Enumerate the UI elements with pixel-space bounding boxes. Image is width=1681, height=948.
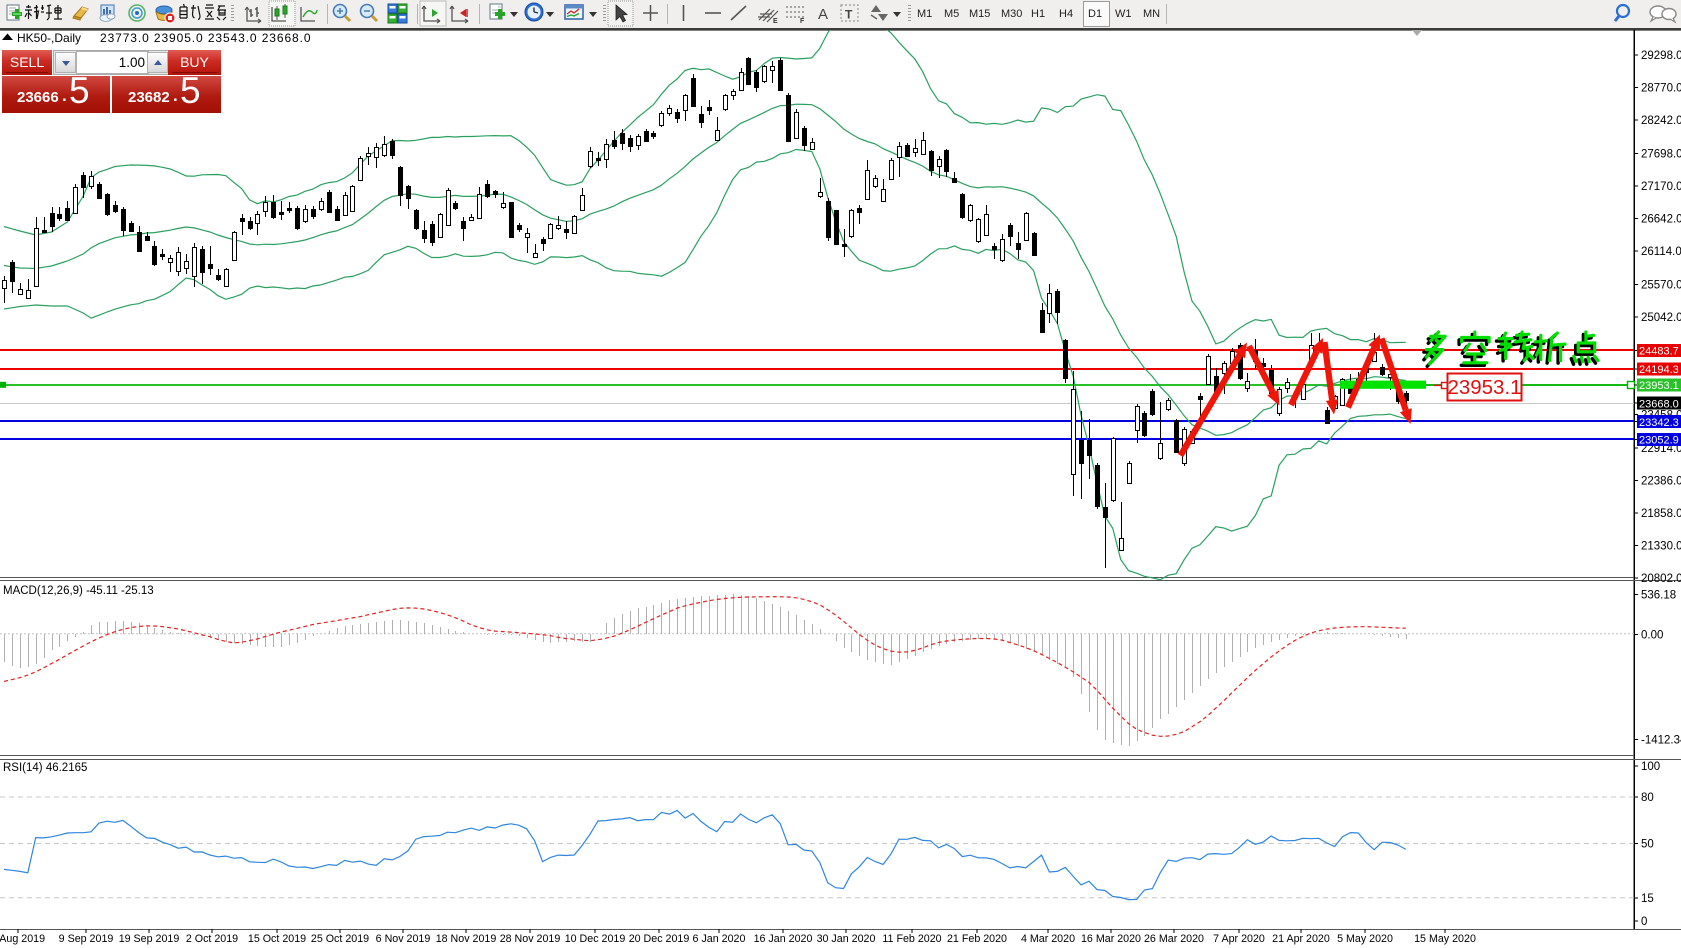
svg-text:7 Apr 2020: 7 Apr 2020 [1213, 933, 1265, 945]
svg-text:4 Mar 2020: 4 Mar 2020 [1021, 933, 1075, 945]
svg-text:6 Jan 2020: 6 Jan 2020 [693, 933, 746, 945]
svg-text:E: E [773, 18, 778, 25]
svg-text:MACD(12,26,9) -45.11 -25.13: MACD(12,26,9) -45.11 -25.13 [3, 585, 154, 597]
svg-text:T: T [845, 8, 853, 22]
svg-text:15 Oct 2019: 15 Oct 2019 [248, 933, 306, 945]
svg-text:28 Nov 2019: 28 Nov 2019 [500, 933, 561, 945]
svg-text:-1412.34: -1412.34 [1641, 735, 1681, 747]
svg-text:25 Oct 2019: 25 Oct 2019 [311, 933, 369, 945]
svg-text:18 Nov 2019: 18 Nov 2019 [436, 933, 497, 945]
svg-text:29298.0: 29298.0 [1641, 50, 1681, 62]
svg-text:16 Jan 2020: 16 Jan 2020 [754, 933, 813, 945]
svg-text:23773.0 23905.0 23543.0 23668.: 23773.0 23905.0 23543.0 23668.0 [100, 31, 311, 45]
svg-text:80: 80 [1641, 792, 1654, 804]
svg-text:5 May 2020: 5 May 2020 [1337, 933, 1393, 945]
svg-text:A: A [818, 6, 828, 23]
svg-text:8 Aug 2019: 8 Aug 2019 [0, 933, 45, 945]
svg-text:9 Sep 2019: 9 Sep 2019 [59, 933, 114, 945]
svg-text:20802.0: 20802.0 [1641, 573, 1681, 585]
svg-text:20 Dec 2019: 20 Dec 2019 [629, 933, 690, 945]
svg-text:21858.0: 21858.0 [1641, 508, 1681, 520]
svg-text:F: F [800, 18, 805, 25]
svg-text:26 Mar 2020: 26 Mar 2020 [1144, 933, 1204, 945]
svg-text:22386.0: 22386.0 [1641, 476, 1681, 488]
svg-text:25570.0: 25570.0 [1641, 280, 1681, 292]
svg-text:0: 0 [1641, 916, 1647, 928]
svg-text:6 Nov 2019: 6 Nov 2019 [376, 933, 431, 945]
svg-text:HK50-,Daily: HK50-,Daily [17, 31, 81, 45]
svg-text:27170.0: 27170.0 [1641, 181, 1681, 193]
svg-text:22914.0: 22914.0 [1641, 443, 1681, 455]
svg-text:RSI(14) 46.2165: RSI(14) 46.2165 [3, 762, 87, 774]
svg-text:28770.0: 28770.0 [1641, 83, 1681, 95]
svg-text:11 Feb 2020: 11 Feb 2020 [882, 933, 941, 945]
svg-text:26114.0: 26114.0 [1641, 246, 1681, 258]
svg-text:2 Oct 2019: 2 Oct 2019 [186, 933, 238, 945]
svg-text:15: 15 [1641, 893, 1654, 905]
svg-text:21330.0: 21330.0 [1641, 541, 1681, 553]
svg-text:23052.9: 23052.9 [1639, 435, 1679, 447]
svg-text:27698.0: 27698.0 [1641, 149, 1681, 161]
svg-text:50: 50 [1641, 839, 1654, 851]
svg-text:19 Sep 2019: 19 Sep 2019 [119, 933, 180, 945]
svg-text:23953.1: 23953.1 [1639, 380, 1679, 392]
svg-text:21 Feb 2020: 21 Feb 2020 [947, 933, 1007, 945]
svg-text:28242.0: 28242.0 [1641, 115, 1681, 127]
svg-text:23342.3: 23342.3 [1639, 417, 1679, 429]
svg-text:26642.0: 26642.0 [1641, 214, 1681, 226]
svg-text:536.18: 536.18 [1641, 589, 1676, 601]
svg-text:23953.1: 23953.1 [1447, 376, 1521, 399]
svg-text:100: 100 [1641, 761, 1660, 773]
svg-text:10 Dec 2019: 10 Dec 2019 [565, 933, 626, 945]
svg-text:25042.0: 25042.0 [1641, 312, 1681, 324]
svg-text:21 Apr 2020: 21 Apr 2020 [1272, 933, 1330, 945]
svg-text:16 Mar 2020: 16 Mar 2020 [1081, 933, 1141, 945]
svg-text:30 Jan 2020: 30 Jan 2020 [817, 933, 876, 945]
svg-text:24194.3: 24194.3 [1639, 364, 1679, 376]
svg-text:24483.7: 24483.7 [1639, 346, 1679, 358]
svg-text:15 May 2020: 15 May 2020 [1414, 933, 1476, 945]
svg-text:0.00: 0.00 [1641, 629, 1663, 641]
svg-text:23668.0: 23668.0 [1639, 398, 1679, 410]
